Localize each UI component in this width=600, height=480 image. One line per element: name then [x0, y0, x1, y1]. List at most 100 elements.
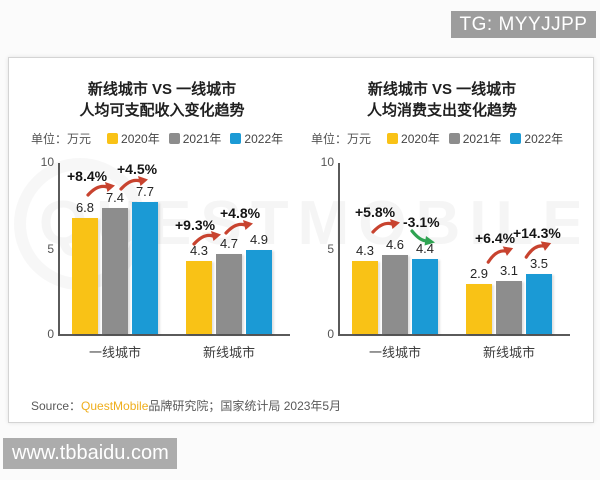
chart-title-line2: 人均可支配收入变化趋势	[79, 102, 245, 119]
legend-item-2022: 2022年	[510, 130, 563, 147]
trend-up-arrow-icon	[86, 181, 116, 197]
chart-title-line1: 新线城市 VS 一线城市	[367, 81, 517, 98]
legend-swatch-2020	[107, 132, 119, 144]
growth-annotation: +6.4%	[475, 230, 516, 246]
trend-down-arrow-icon	[410, 228, 436, 246]
legend-swatch-2021	[448, 132, 460, 144]
bar-value-label: 4.7	[219, 235, 239, 251]
chart-consumption-expenditure: 新线城市 VS 一线城市 人均消费支出变化趋势 单位：万元 2020年 2021…	[311, 76, 573, 381]
y-tick-5: 5	[47, 242, 54, 256]
bar-value-label: 4.4	[415, 240, 435, 256]
decline-annotation: -3.1%	[403, 214, 440, 230]
legend-item-2020: 2020年	[107, 130, 160, 147]
bar-value-label: 4.6	[385, 237, 405, 253]
trend-up-arrow-icon	[119, 175, 149, 191]
bar-value-label: 7.4	[105, 189, 125, 205]
source-rest: 品牌研究院；国家统计局 2023年5月	[148, 399, 342, 413]
category-label-new-line: 新线城市	[482, 345, 535, 360]
trend-up-arrow-icon	[522, 239, 554, 260]
bar-wrap-2022: 7.7	[132, 185, 158, 334]
bar-wrap-2020: 4.3	[352, 242, 378, 334]
trend-up-arrow-icon	[224, 219, 254, 235]
legend-label: 2022年	[244, 131, 284, 146]
legend-swatch-2021	[168, 132, 180, 144]
bar-wrap-2022: 4.9	[246, 233, 272, 334]
source-attribution: Source：QuestMobile品牌研究院；国家统计局 2023年5月	[31, 397, 341, 414]
bar-wrap-2020: 6.8	[72, 199, 98, 334]
unit-label: 单位：万元	[311, 131, 372, 146]
bar-wrap-2021: 3.1	[496, 264, 522, 334]
category-label-first-tier: 一线城市	[368, 345, 421, 360]
plot-area: 6.8 7.4 7.7 4.3	[58, 163, 290, 360]
bar-wrap-2022: 4.4	[412, 240, 438, 334]
bar-group-first-tier: 6.8 7.4 7.7	[72, 185, 158, 334]
legend-item-2022: 2022年	[230, 130, 283, 147]
infographic-card: QUESTMOBILE 新线城市 VS 一线城市 人均可支配收入变化趋势 单位：…	[8, 57, 594, 423]
legend-item-2021: 2021年	[168, 130, 222, 147]
legend-swatch-2022	[230, 132, 242, 144]
unit-label: 单位：万元	[31, 131, 92, 146]
chart-title-line1: 新线城市 VS 一线城市	[87, 81, 237, 98]
bar-2021	[102, 207, 128, 334]
source-prefix: Source：	[31, 399, 82, 413]
bar-group-new-line: 2.9 3.1 3.5	[466, 257, 552, 334]
legend-label: 2021年	[462, 131, 502, 146]
bar-2020	[186, 260, 212, 334]
bar-2021	[382, 255, 408, 334]
telegram-watermark-badge: TG: MYYJJPP	[451, 11, 596, 38]
growth-annotation: +8.4%	[67, 168, 108, 184]
legend-swatch-2020	[387, 132, 399, 144]
bar-value-label: 4.3	[189, 242, 209, 258]
trend-up-arrow-icon	[371, 218, 401, 234]
legend-swatch-2022	[510, 132, 522, 144]
bar-wrap-2021: 7.4	[102, 189, 128, 334]
bar-value-label: 7.7	[135, 184, 155, 200]
bar-2022	[526, 274, 552, 334]
bar-value-label: 4.9	[249, 232, 269, 248]
trend-up-arrow-icon	[484, 244, 516, 265]
bar-wrap-2020: 4.3	[186, 242, 212, 334]
y-tick-10: 10	[320, 155, 334, 169]
plot-area: 4.3 4.6 4.4 2.9	[338, 163, 570, 360]
bar-2020	[352, 260, 378, 334]
y-tick-0: 0	[47, 327, 54, 341]
legend-label: 2020年	[121, 131, 160, 146]
site-watermark-badge: www.tbbaidu.com	[3, 438, 177, 469]
source-brand: QuestMobile	[81, 399, 149, 413]
bar-2022	[412, 258, 438, 334]
growth-annotation: +9.3%	[175, 217, 216, 233]
bar-2020	[466, 284, 492, 334]
category-label-first-tier: 一线城市	[88, 345, 141, 360]
bar-wrap-2021: 4.6	[382, 238, 408, 334]
bar-2021	[216, 253, 242, 334]
legend-item-2021: 2021年	[448, 130, 502, 147]
legend-item-2020: 2020年	[387, 130, 440, 147]
growth-annotation: +5.8%	[355, 204, 396, 220]
bar-value-label: 3.1	[499, 263, 519, 278]
bar-wrap-2022: 3.5	[526, 257, 552, 334]
bar-group-new-line: 4.3 4.7 4.9	[186, 233, 272, 334]
chart-title-line2: 人均消费支出变化趋势	[366, 102, 517, 119]
category-label-new-line: 新线城市	[202, 345, 255, 360]
bar-wrap-2021: 4.7	[216, 235, 242, 334]
bar-2022	[246, 250, 272, 334]
bar-2021	[496, 281, 522, 334]
y-tick-0: 0	[327, 327, 334, 341]
bar-value-label: 2.9	[469, 266, 489, 282]
chart-disposable-income: 新线城市 VS 一线城市 人均可支配收入变化趋势 单位：万元 2020年 202…	[31, 76, 293, 381]
bar-value-label: 4.3	[355, 242, 375, 258]
trend-up-arrow-icon	[192, 230, 222, 246]
legend-label: 2021年	[182, 131, 222, 146]
growth-annotation: +4.5%	[117, 161, 158, 177]
legend-label: 2020年	[401, 131, 440, 146]
bar-2020	[72, 217, 98, 334]
bar-value-label: 3.5	[529, 256, 549, 272]
growth-annotation: +14.3%	[513, 225, 561, 241]
bar-value-label: 6.8	[75, 199, 95, 215]
y-tick-5: 5	[327, 242, 334, 256]
bar-2022	[132, 202, 158, 334]
y-tick-10: 10	[40, 155, 54, 169]
legend: 单位：万元 2020年 2021年 2022年	[311, 130, 572, 147]
bar-group-first-tier: 4.3 4.6 4.4	[352, 238, 438, 334]
